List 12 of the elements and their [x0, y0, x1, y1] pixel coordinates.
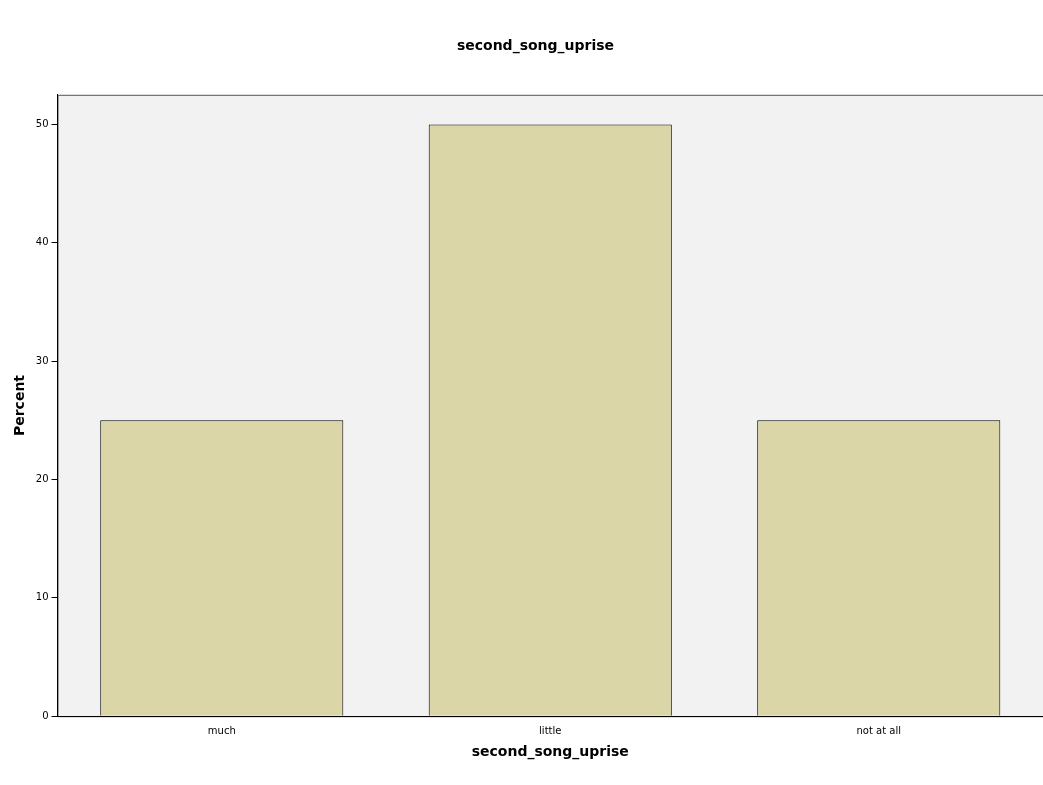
y-tick-label: 20 [35, 473, 49, 485]
x-tick-label: much [207, 724, 236, 736]
y-tick-label: 50 [35, 117, 49, 129]
x-axis-title: second_song_uprise [471, 743, 629, 761]
y-tick-label: 0 [42, 709, 49, 721]
x-tick-label: not at all [856, 724, 901, 736]
chart-title: second_song_uprise [456, 37, 615, 55]
y-tick-label: 30 [35, 354, 49, 366]
y-tick-label: 40 [35, 236, 49, 248]
y-axis-title: Percent [11, 374, 28, 437]
x-tick-label: little [539, 724, 562, 736]
y-tick-label: 10 [35, 591, 49, 603]
